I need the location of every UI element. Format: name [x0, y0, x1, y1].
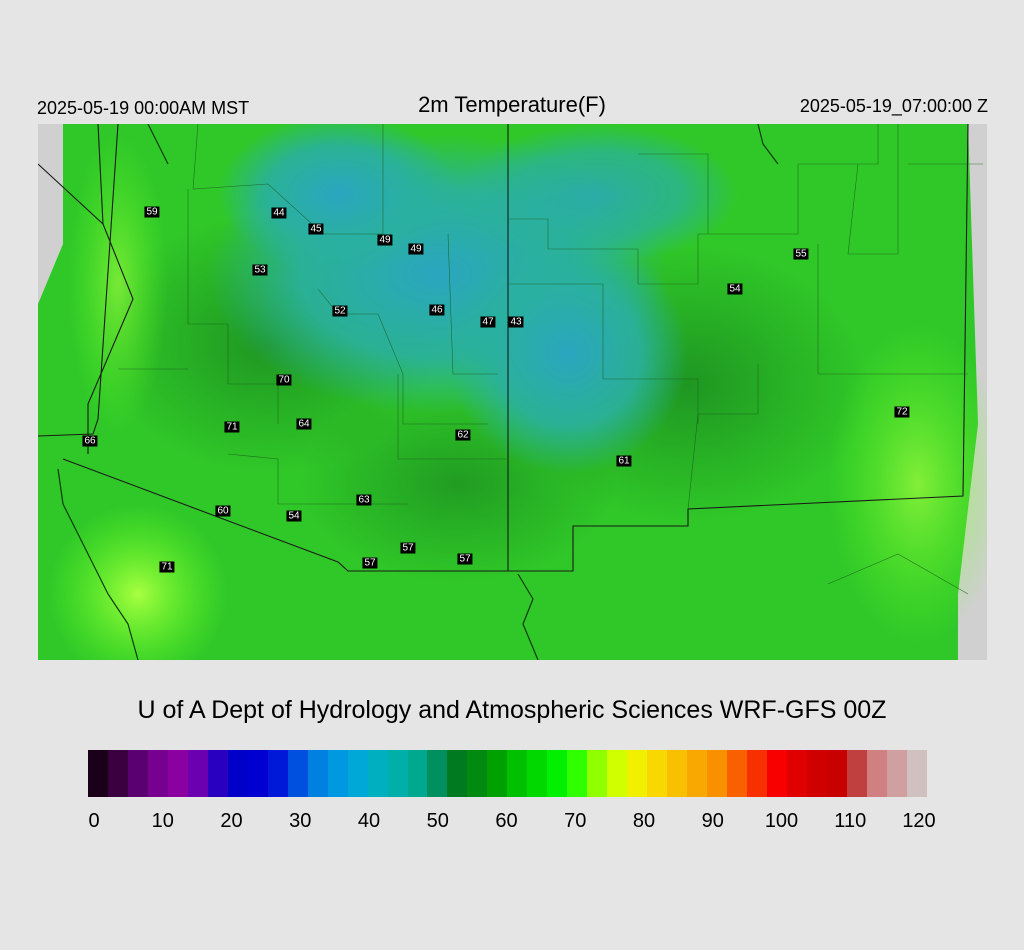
colorbar-swatch [607, 750, 628, 797]
local-time-label: 2025-05-19 00:00AM MST [37, 98, 250, 118]
colorbar-tick-label: 70 [564, 810, 587, 832]
colorbar-tick-label: 110 [834, 810, 867, 832]
colorbar-swatch [447, 750, 468, 797]
station-value-label: 71 [159, 561, 175, 573]
colorbar-swatch [786, 750, 807, 797]
colorbar-swatch [427, 750, 448, 797]
colorbar-swatch [147, 750, 168, 797]
colorbar-tick-label: 40 [357, 810, 381, 832]
station-value-label: 70 [276, 374, 292, 386]
colorbar-swatch [727, 750, 747, 797]
station-value-label: 54 [286, 510, 302, 522]
outside-domain-west [38, 124, 63, 304]
colorbar-tick-label: 60 [495, 810, 518, 832]
colorbar-tick-label: 10 [151, 810, 174, 832]
colorbar [88, 750, 927, 797]
colorbar-gradient [88, 750, 927, 797]
colorbar-swatch [587, 750, 608, 797]
colorbar-swatch [367, 750, 388, 797]
colorbar-swatch [107, 750, 128, 797]
colorbar-swatch [707, 750, 727, 797]
colorbar-swatch [287, 750, 308, 797]
colorbar-tick-label: 100 [764, 810, 799, 832]
station-value-label: 44 [271, 207, 287, 219]
station-value-label: 47 [480, 316, 496, 328]
station-value-label: 72 [894, 406, 910, 418]
colorbar-swatch [347, 750, 368, 797]
station-value-label: 64 [296, 418, 312, 430]
colorbar-swatch [387, 750, 408, 797]
colorbar-swatch [327, 750, 348, 797]
colorbar-tick-label: 80 [632, 810, 656, 832]
credit-line: U of A Dept of Hydrology and Atmospheric… [137, 696, 887, 724]
temperature-map: 59 44 45 49 49 53 52 46 47 43 55 54 70 71 64 62 66 72 61 63… [38, 124, 987, 660]
station-value-label: 53 [252, 264, 268, 276]
colorbar-swatch [247, 750, 268, 797]
state-boundaries [38, 124, 969, 572]
colorbar-swatch [527, 750, 548, 797]
station-value-label: 61 [616, 455, 632, 467]
colorbar-swatch [127, 750, 148, 797]
colorbar-swatch [487, 750, 508, 797]
colorbar-swatch [507, 750, 528, 797]
rivers [57, 124, 779, 660]
map-canvas [38, 124, 987, 660]
station-value-label: 57 [362, 557, 378, 569]
utc-time-label: 2025-05-19_07:00:00 Z [799, 96, 988, 116]
colorbar-swatch [746, 750, 767, 797]
colorbar-swatch [806, 750, 827, 797]
station-value-label: 59 [144, 206, 160, 218]
station-value-label: 57 [400, 542, 416, 554]
colorbar-tick-label: 120 [902, 810, 936, 832]
station-value-label: 66 [82, 435, 98, 447]
colorbar-swatch [207, 750, 228, 797]
colorbar-swatch [467, 750, 488, 797]
colorbar-swatch [567, 750, 588, 797]
station-value-label: 60 [215, 505, 231, 517]
colorbar-tick-label: 20 [220, 810, 243, 832]
colorbar-swatch [227, 750, 248, 797]
colorbar-swatch [766, 750, 787, 797]
colorbar-swatch [667, 750, 688, 797]
colorbar-swatch [906, 750, 927, 797]
colorbar-swatch [267, 750, 288, 797]
colorbar-swatch [407, 750, 428, 797]
station-value-label: 52 [332, 305, 348, 317]
station-value-label: 49 [377, 234, 393, 246]
colorbar-swatch [826, 750, 847, 797]
colorbar-tick-label: 90 [701, 810, 724, 832]
station-value-label: 49 [408, 243, 424, 255]
station-value-label: 62 [455, 429, 471, 441]
station-value-label: 46 [429, 304, 445, 316]
colorbar-swatch [307, 750, 328, 797]
colorbar-swatch [846, 750, 867, 797]
station-value-label: 63 [356, 494, 372, 506]
station-value-label: 55 [793, 248, 809, 260]
colorbar-swatch [886, 750, 907, 797]
colorbar-swatch [647, 750, 668, 797]
station-value-label: 71 [224, 421, 240, 433]
station-value-label: 43 [508, 316, 524, 328]
colorbar-tick-label: 30 [289, 810, 312, 832]
colorbar-swatch [88, 750, 108, 797]
station-value-label: 57 [457, 553, 473, 565]
station-value-label: 45 [308, 223, 324, 235]
colorbar-tick-label: 50 [426, 810, 449, 832]
station-value-label: 54 [727, 283, 743, 295]
colorbar-swatch [687, 750, 708, 797]
colorbar-swatch [627, 750, 648, 797]
colorbar-swatch [187, 750, 208, 797]
colorbar-swatch [167, 750, 188, 797]
colorbar-swatch [866, 750, 887, 797]
map-title: 2m Temperature(F) [418, 92, 606, 117]
colorbar-tick-label: 0 [88, 810, 100, 832]
colorbar-swatch [547, 750, 568, 797]
